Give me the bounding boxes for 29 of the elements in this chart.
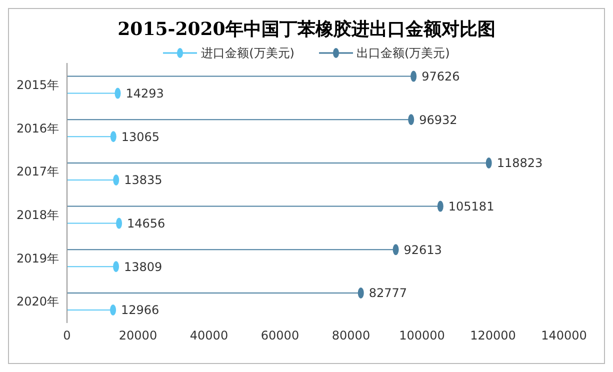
x-tick-label: 40000 [190,328,228,343]
data-label: 12966 [121,303,160,318]
legend-label: 出口金额(万美元) [356,44,450,62]
y-tick-label: 2016年 [16,121,59,136]
chart-title: 2015-2020年中国丁苯橡胶进出口金额对比图 [116,18,496,42]
data-label: 14656 [127,216,166,231]
x-tick-label: 80000 [332,328,370,343]
legend-label: 进口金额(万美元) [201,44,294,62]
y-tick-label: 2018年 [16,208,59,222]
y-tick-label: 2019年 [16,251,59,266]
y-tick-label: 2017年 [16,164,59,179]
x-tick-label: 100000 [399,328,445,343]
data-label: 14293 [126,86,164,101]
data-label: 13835 [124,173,162,188]
x-tick-label: 0 [63,328,71,343]
data-label: 13065 [121,130,160,144]
y-tick-label: 2020年 [16,294,59,309]
data-label: 82777 [368,286,408,300]
data-label: 118823 [496,156,543,170]
x-tick-label: 60000 [260,328,300,343]
data-label: 92613 [404,242,442,257]
data-label: 13809 [124,260,162,274]
x-tick-label: 140000 [541,328,587,343]
x-tick-label: 20000 [118,328,158,343]
y-tick-label: 2015年 [16,78,59,92]
data-label: 96932 [419,112,458,127]
data-label: 97626 [422,70,460,84]
x-tick-label: 120000 [470,328,516,343]
data-label: 105181 [448,200,494,214]
